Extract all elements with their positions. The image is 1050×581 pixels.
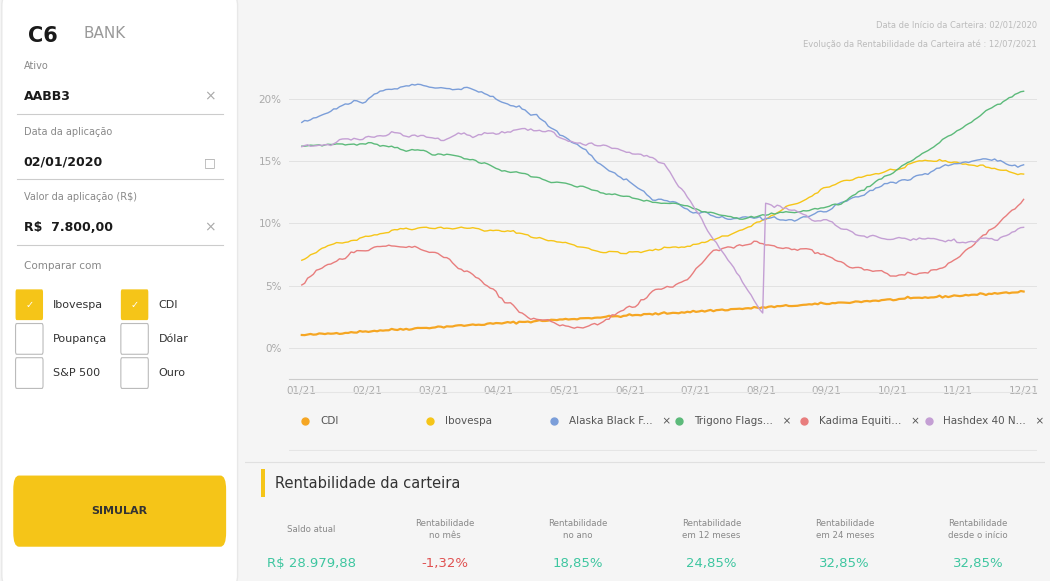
- Text: Kadima Equiti...   ×: Kadima Equiti... ×: [819, 416, 920, 426]
- FancyBboxPatch shape: [121, 289, 148, 320]
- FancyBboxPatch shape: [121, 358, 148, 389]
- Bar: [260, 469, 265, 497]
- Text: Rentabilidade
desde o início: Rentabilidade desde o início: [948, 519, 1008, 540]
- Text: Data da aplicação: Data da aplicação: [23, 127, 111, 137]
- Text: Rentabilidade
no mês: Rentabilidade no mês: [415, 519, 475, 540]
- Text: Saldo atual: Saldo atual: [287, 525, 336, 534]
- Text: Rentabilidade
em 24 meses: Rentabilidade em 24 meses: [815, 519, 875, 540]
- Text: 32,85%: 32,85%: [952, 557, 1004, 570]
- Text: -1,32%: -1,32%: [421, 557, 468, 570]
- FancyBboxPatch shape: [16, 289, 43, 320]
- Text: R$  7.800,00: R$ 7.800,00: [23, 221, 112, 234]
- Text: Ibovespa: Ibovespa: [445, 416, 491, 426]
- Text: Poupança: Poupança: [54, 334, 107, 344]
- Text: C6: C6: [28, 26, 58, 46]
- FancyBboxPatch shape: [16, 324, 43, 354]
- Text: S&P 500: S&P 500: [54, 368, 101, 378]
- Text: R$ 28.979,88: R$ 28.979,88: [267, 557, 356, 570]
- Text: Evolução da Rentabilidade da Carteira até : 12/07/2021: Evolução da Rentabilidade da Carteira at…: [803, 40, 1036, 49]
- Text: 18,85%: 18,85%: [552, 557, 604, 570]
- Text: 02/01/2020: 02/01/2020: [23, 156, 103, 169]
- Text: BANK: BANK: [83, 26, 125, 41]
- Text: Valor da aplicação (R$): Valor da aplicação (R$): [23, 192, 137, 202]
- FancyBboxPatch shape: [16, 358, 43, 389]
- Text: Alaska Black F...   ×: Alaska Black F... ×: [569, 416, 672, 426]
- Text: □: □: [204, 156, 216, 169]
- Text: Comparar com: Comparar com: [23, 260, 101, 271]
- Text: SIMULAR: SIMULAR: [91, 506, 148, 516]
- Text: Ibovespa: Ibovespa: [54, 300, 104, 310]
- Text: CDI: CDI: [320, 416, 338, 426]
- FancyBboxPatch shape: [2, 0, 237, 581]
- Text: ✓: ✓: [25, 300, 34, 310]
- Text: Ativo: Ativo: [23, 61, 48, 71]
- Text: Ouro: Ouro: [159, 368, 186, 378]
- Text: 24,85%: 24,85%: [686, 557, 737, 570]
- Text: AABB3: AABB3: [23, 91, 70, 103]
- FancyBboxPatch shape: [14, 475, 226, 547]
- Text: Rentabilidade da carteira: Rentabilidade da carteira: [275, 476, 461, 490]
- Text: Hashdex 40 N...   ×: Hashdex 40 N... ×: [944, 416, 1045, 426]
- Text: Trigono Flags...   ×: Trigono Flags... ×: [694, 416, 792, 426]
- Text: Dólar: Dólar: [159, 334, 189, 344]
- Text: CDI: CDI: [159, 300, 178, 310]
- Text: ✓: ✓: [130, 300, 139, 310]
- Text: ×: ×: [204, 90, 216, 104]
- Text: Rentabilidade
no ano: Rentabilidade no ano: [548, 519, 608, 540]
- Text: Rentabilidade
em 12 meses: Rentabilidade em 12 meses: [681, 519, 741, 540]
- Text: ×: ×: [204, 221, 216, 235]
- Text: 32,85%: 32,85%: [819, 557, 870, 570]
- Text: Data de Início da Carteira: 02/01/2020: Data de Início da Carteira: 02/01/2020: [876, 20, 1036, 29]
- FancyBboxPatch shape: [121, 324, 148, 354]
